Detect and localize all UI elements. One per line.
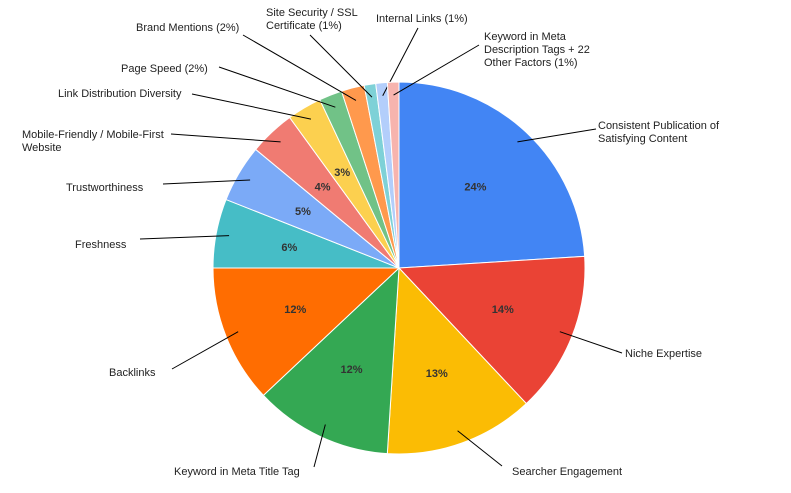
slice-percent-label: 12% — [340, 364, 362, 376]
slice-label-link-distribution-diversity: Link Distribution Diversity — [58, 88, 182, 100]
leader-line — [517, 128, 597, 143]
slice-label-keyword-in-meta-title-tag: Keyword in Meta Title Tag — [174, 466, 300, 478]
leader-line — [309, 34, 373, 98]
slice-label-mobile-friendly-mobile-first-website: Mobile-Friendly / Mobile-First Website — [22, 129, 164, 154]
leader-line — [242, 34, 357, 101]
slice-percent-label: 12% — [284, 304, 306, 316]
leader-line — [559, 331, 623, 354]
leader-line — [457, 430, 503, 467]
slice-label-backlinks: Backlinks — [109, 367, 156, 379]
leader-line — [313, 424, 326, 468]
pie-slice-keyword-in-meta-title-tag — [262, 266, 400, 455]
slice-percent-label: 13% — [426, 368, 448, 380]
leader-line — [139, 235, 230, 240]
slice-percent-label: 24% — [464, 182, 486, 194]
pie-slice-niche-expertise — [397, 255, 586, 405]
leader-line — [162, 179, 251, 185]
pie-slice-backlinks — [212, 267, 401, 397]
slice-percent-label: 14% — [492, 304, 514, 316]
slice-label-site-security-ssl-certificate-1: Site Security / SSL Certificate (1%) — [266, 7, 358, 32]
slice-label-consistent-publication-of-satisfying-content: Consistent Publication of Satisfying Cont… — [598, 120, 720, 145]
leader-line — [170, 133, 281, 143]
pie-slice-searcher-engagement — [386, 266, 528, 455]
slice-percent-label: 6% — [281, 242, 297, 254]
leader-line — [218, 66, 336, 108]
slice-percent-label: 5% — [295, 206, 311, 218]
leader-line — [191, 93, 312, 120]
pie-slice-keyword-in-meta-description-tags-22-other-factors-1 — [386, 81, 400, 269]
slice-label-niche-expertise: Niche Expertise — [625, 348, 702, 360]
leader-line — [393, 44, 480, 96]
pie-slice-consistent-publication-of-satisfying-content — [398, 81, 586, 269]
slice-percent-label: 3% — [334, 167, 350, 179]
leader-line — [171, 331, 239, 370]
slice-label-internal-links-1: Internal Links (1%) — [376, 13, 468, 25]
slice-percent-label: 4% — [315, 182, 331, 194]
slice-label-page-speed-2: Page Speed (2%) — [121, 63, 208, 75]
slice-label-searcher-engagement: Searcher Engagement — [512, 466, 622, 478]
slice-label-freshness: Freshness — [75, 239, 127, 251]
slice-label-trustworthiness: Trustworthiness — [66, 182, 144, 194]
slice-label-keyword-in-meta-description-tags-22-other-factors-1: Keyword in Meta Description Tags + 22 Othe… — [484, 31, 590, 69]
slice-label-brand-mentions-2: Brand Mentions (2%) — [136, 22, 239, 34]
